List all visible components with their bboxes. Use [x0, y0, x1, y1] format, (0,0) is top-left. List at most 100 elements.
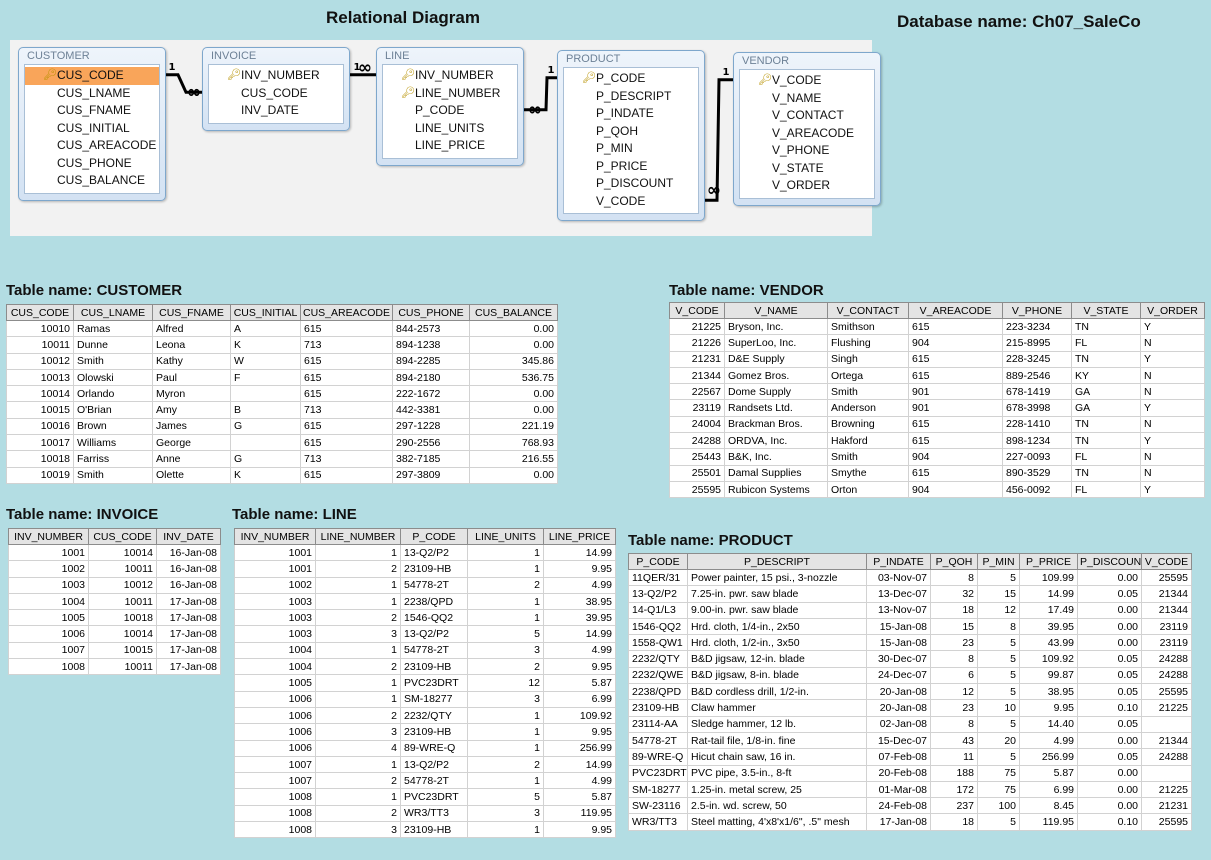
- table-cell: 10014: [6, 385, 74, 403]
- vendor-table: V_CODE V_NAME V_CONTACT V_AREACODE V_PHONE V_…: [669, 302, 1205, 499]
- field-v-phone[interactable]: V_PHONE: [740, 142, 874, 160]
- table-cell: Hicut chain saw, 16 in.: [687, 748, 867, 766]
- table-cell: Kathy: [152, 352, 231, 370]
- table-cell: 21344: [1141, 731, 1192, 750]
- table-cell: 713: [300, 401, 393, 419]
- table-cell: 38.95: [543, 592, 616, 611]
- entity-product[interactable]: PRODUCT 🔑︎ P_CODE P_DESCRIPT P_INDATE P_QOH P_…: [557, 50, 705, 221]
- table-cell: 15: [930, 617, 978, 636]
- column-header-line-number: LINE_NUMBER: [315, 528, 401, 545]
- table-row: 1001 1 13-Q2/P2 1 14.99: [234, 543, 616, 562]
- column-header-cus-areacode: CUS_AREACODE: [300, 304, 393, 321]
- table-cell: 20-Jan-08: [866, 683, 931, 701]
- table-cell: A: [230, 319, 301, 338]
- table-cell: 1: [315, 788, 401, 806]
- table-cell: 1: [315, 641, 401, 660]
- entity-invoice[interactable]: INVOICE 🔑︎ INV_NUMBER CUS_CODE INV_DATE: [202, 47, 350, 131]
- entity-field-list: 🔑︎ INV_NUMBER CUS_CODE INV_DATE: [208, 64, 344, 124]
- field-cus-areacode[interactable]: CUS_AREACODE: [25, 137, 159, 155]
- field-p-descript[interactable]: P_DESCRIPT: [564, 88, 698, 106]
- field-p-code[interactable]: 🔑︎ P_CODE: [564, 70, 698, 88]
- field-cus-phone[interactable]: CUS_PHONE: [25, 155, 159, 173]
- field-cus-initial[interactable]: CUS_INITIAL: [25, 120, 159, 138]
- field-v-contact[interactable]: V_CONTACT: [740, 107, 874, 125]
- table-cell: 8.45: [1019, 797, 1078, 815]
- table-cell: B&D jigsaw, 8-in. blade: [687, 666, 867, 685]
- table-cell: 20-Feb-08: [866, 764, 931, 782]
- field-v-order[interactable]: V_ORDER: [740, 177, 874, 195]
- table-cell: 1: [315, 576, 401, 594]
- table-cell: 188: [930, 764, 978, 782]
- field-p-min[interactable]: P_MIN: [564, 140, 698, 158]
- table-row: 1003 10012 16-Jan-08: [8, 576, 221, 594]
- table-cell: 0.00: [469, 401, 558, 419]
- entity-title: VENDOR: [742, 55, 790, 67]
- entity-field-list: 🔑︎ CUS_CODE CUS_LNAME CUS_FNAME CUS_INITIAL C…: [24, 64, 160, 194]
- table-cell: Smith: [73, 466, 153, 484]
- table-cell: Brown: [73, 417, 153, 436]
- table-cell: 07-Feb-08: [866, 748, 931, 766]
- field-inv-number[interactable]: 🔑︎ INV_NUMBER: [383, 67, 517, 85]
- field-line-number[interactable]: 🔑︎ LINE_NUMBER: [383, 85, 517, 103]
- field-label: LINE_NUMBER: [415, 85, 501, 100]
- table-cell: 10016: [6, 417, 74, 436]
- table-cell: 713: [300, 336, 393, 354]
- field-cus-code[interactable]: CUS_CODE: [209, 85, 343, 103]
- field-p-code[interactable]: P_CODE: [383, 102, 517, 120]
- table-cell: 382-7185: [392, 450, 470, 468]
- table-cell: 13-Q2/P2: [400, 543, 468, 562]
- field-cus-fname[interactable]: CUS_FNAME: [25, 102, 159, 120]
- field-p-indate[interactable]: P_INDATE: [564, 105, 698, 123]
- table-cell: 12: [930, 683, 978, 701]
- table-cell: 23: [930, 634, 978, 652]
- field-v-name[interactable]: V_NAME: [740, 90, 874, 108]
- field-cus-lname[interactable]: CUS_LNAME: [25, 85, 159, 103]
- entity-vendor[interactable]: VENDOR 🔑︎ V_CODE V_NAME V_CONTACT V_AREACODE V…: [733, 52, 881, 206]
- table-cell: W: [230, 352, 301, 370]
- field-label: CUS_AREACODE: [57, 138, 157, 152]
- table-cell: 0.05: [1077, 715, 1142, 733]
- table-cell: 17-Jan-08: [866, 813, 931, 831]
- table-cell: 21225: [1141, 699, 1192, 717]
- table-cell: 23109-HB: [628, 699, 688, 717]
- field-v-areacode[interactable]: V_AREACODE: [740, 125, 874, 143]
- field-v-code[interactable]: V_CODE: [564, 193, 698, 211]
- field-v-code[interactable]: 🔑︎ V_CODE: [740, 72, 874, 90]
- table-cell: 10011: [88, 592, 157, 611]
- table-cell: 2: [315, 706, 401, 725]
- field-inv-date[interactable]: INV_DATE: [209, 102, 343, 120]
- table-cell: 109.92: [543, 706, 616, 725]
- table-cell: 5: [467, 625, 544, 643]
- field-line-price[interactable]: LINE_PRICE: [383, 137, 517, 155]
- key-icon: 🔑︎: [758, 74, 772, 86]
- field-p-qoh[interactable]: P_QOH: [564, 123, 698, 141]
- column-header-v-name: V_NAME: [724, 302, 828, 319]
- table-cell: 0.00: [1077, 617, 1142, 636]
- field-p-discount[interactable]: P_DISCOUNT: [564, 175, 698, 193]
- table-cell: 1: [467, 592, 544, 611]
- table-cell: 5.87: [543, 674, 616, 692]
- field-label: P_CODE: [415, 103, 465, 117]
- field-line-units[interactable]: LINE_UNITS: [383, 120, 517, 138]
- table-cell: 24288: [1141, 748, 1192, 766]
- table-cell: 1001: [234, 560, 316, 578]
- field-inv-number[interactable]: 🔑︎ INV_NUMBER: [209, 67, 343, 85]
- field-p-price[interactable]: P_PRICE: [564, 158, 698, 176]
- table-cell: 17-Jan-08: [156, 625, 221, 643]
- table-cell: 216.55: [469, 450, 558, 468]
- table-row: 10015 O'Brian Amy B 713 442-3381 0.00: [6, 401, 558, 419]
- table-cell: 21344: [669, 366, 725, 385]
- table-cell: 25595: [1141, 568, 1192, 587]
- entity-customer[interactable]: CUSTOMER 🔑︎ CUS_CODE CUS_LNAME CUS_FNAME CUS_…: [18, 47, 166, 201]
- key-icon: 🔑︎: [43, 69, 57, 81]
- table-cell: 442-3381: [392, 401, 470, 419]
- table-cell: 12: [467, 674, 544, 692]
- entity-line[interactable]: LINE 🔑︎ INV_NUMBER 🔑︎ LINE_NUMBER P_CODE LINE_…: [376, 47, 524, 166]
- table-cell: Randsets Ltd.: [724, 399, 828, 417]
- table-cell: Hrd. cloth, 1/4-in., 2x50: [687, 617, 867, 636]
- field-cus-balance[interactable]: CUS_BALANCE: [25, 172, 159, 190]
- field-cus-code[interactable]: 🔑︎ CUS_CODE: [25, 67, 159, 85]
- table-row: 10016 Brown James G 615 297-1228 221.19: [6, 417, 558, 436]
- table-cell: GA: [1071, 399, 1141, 417]
- field-v-state[interactable]: V_STATE: [740, 160, 874, 178]
